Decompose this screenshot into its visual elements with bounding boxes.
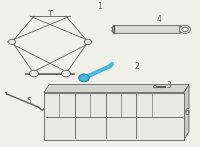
Circle shape [84,39,92,45]
Text: 3: 3 [167,81,171,91]
Text: 5: 5 [27,97,31,106]
Circle shape [182,27,188,32]
Circle shape [179,25,191,34]
Text: 4: 4 [157,15,161,24]
Circle shape [79,74,89,82]
Polygon shape [44,85,189,93]
Circle shape [30,70,38,77]
Circle shape [62,70,70,77]
Text: 6: 6 [185,108,189,117]
Circle shape [153,86,157,88]
Text: 1: 1 [98,2,102,11]
FancyBboxPatch shape [44,93,184,140]
Text: 2: 2 [135,62,139,71]
FancyBboxPatch shape [113,25,181,33]
Polygon shape [184,85,189,140]
Circle shape [8,39,16,45]
